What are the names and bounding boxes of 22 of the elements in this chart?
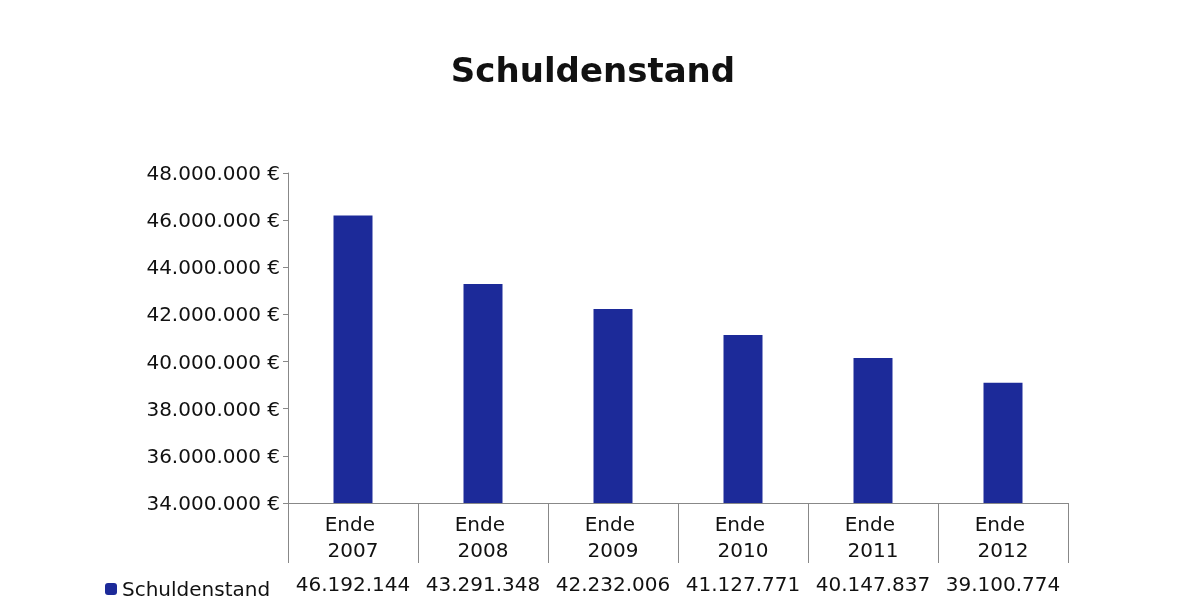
y-tick-label: 42.000.000 € — [146, 302, 280, 327]
data-label: 39.100.774 — [945, 572, 1061, 596]
x-tick-label: Ende 2012 — [974, 512, 1032, 562]
data-label: 46.192.144 — [295, 572, 411, 596]
y-tick-label: 38.000.000 € — [146, 396, 280, 421]
y-tick-label: 34.000.000 € — [146, 491, 280, 515]
data-label: 43.291.348 — [425, 572, 541, 596]
x-tick-label: Ende 2008 — [454, 512, 512, 562]
chart-title: Schuldenstand — [450, 50, 736, 90]
x-tick-label: Ende 2007 — [324, 512, 382, 562]
data-label: 41.127.771 — [685, 572, 801, 596]
y-tick-label: 46.000.000 € — [146, 208, 280, 233]
y-tick-label: 36.000.000 € — [146, 443, 280, 468]
y-tick-label: 48.000.000 € — [146, 161, 280, 185]
y-tick-label: 40.000.000 € — [146, 349, 280, 374]
y-tick-label: 44.000.000 € — [146, 255, 280, 280]
x-tick-label: Ende 2011 — [844, 512, 902, 562]
data-label: 42.232.006 — [555, 572, 671, 596]
data-label: 40.147.837 — [815, 572, 931, 596]
legend-label: Schuldenstand — [122, 577, 271, 601]
x-tick-label: Ende 2009 — [584, 512, 642, 562]
x-tick-label: Ende 2010 — [714, 512, 772, 562]
